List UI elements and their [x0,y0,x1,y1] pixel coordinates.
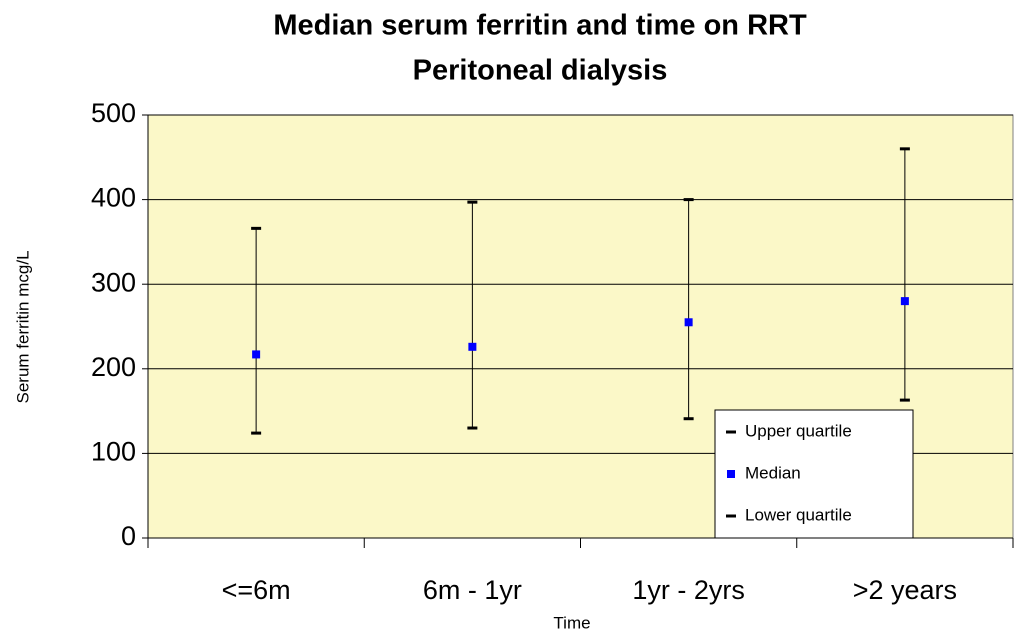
median [468,342,477,351]
legend-marker [727,470,735,478]
legend-label: Upper quartile [745,421,852,440]
legend-label: Lower quartile [745,505,852,524]
chart-subtitle: Peritoneal dialysis [413,55,668,87]
median [900,297,909,306]
y-tick-label: 0 [121,521,136,551]
x-tick-label: 6m - 1yr [423,575,522,605]
x-tick-label: <=6m [222,575,291,605]
x-tick-label: >2 years [853,575,957,605]
median [684,318,693,327]
x-axis-label: Time [553,613,590,632]
legend-box [714,409,914,539]
y-axis-label: Serum ferritin mcg/L [13,250,32,403]
legend-label: Median [745,463,801,482]
y-tick-label: 400 [91,183,136,213]
y-tick-label: 200 [91,352,136,382]
y-tick-label: 300 [91,267,136,297]
y-tick-label: 500 [91,98,136,128]
median [252,350,261,359]
y-tick-label: 100 [91,437,136,467]
chart-title: Median serum ferritin and time on RRT [273,10,807,42]
x-tick-label: 1yr - 2yrs [632,575,745,605]
